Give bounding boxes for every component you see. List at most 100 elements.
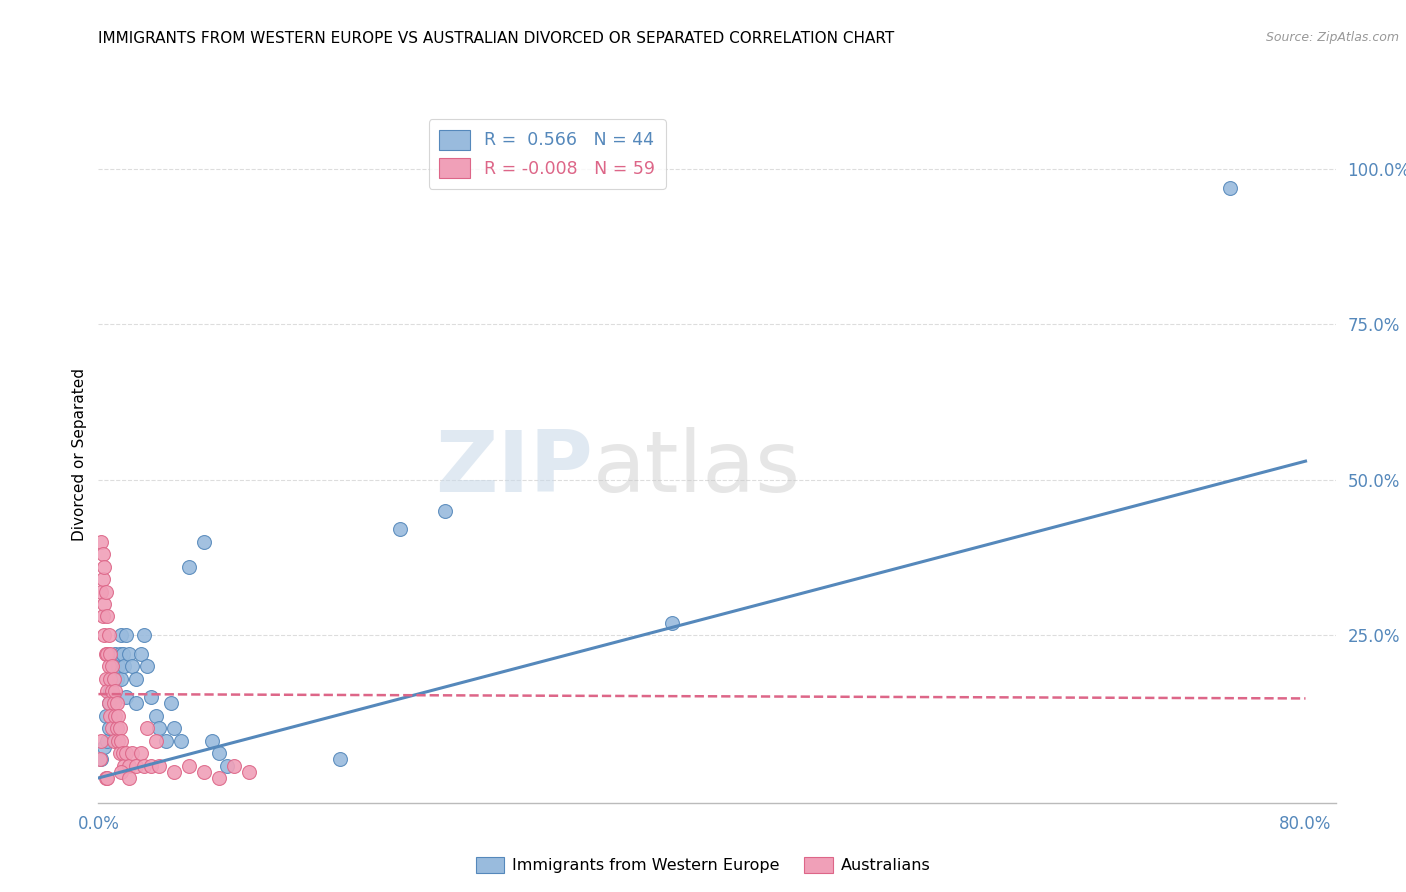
- Point: [224, 758, 246, 772]
- Point: [177, 758, 200, 772]
- Point: [103, 733, 125, 747]
- Point: [98, 659, 121, 673]
- Point: [89, 752, 111, 766]
- Point: [96, 647, 118, 661]
- Point: [98, 721, 121, 735]
- Point: [208, 771, 231, 785]
- Text: IMMIGRANTS FROM WESTERN EUROPE VS AUSTRALIAN DIVORCED OR SEPARATED CORRELATION C: IMMIGRANTS FROM WESTERN EUROPE VS AUSTRA…: [98, 31, 894, 46]
- Point: [125, 672, 148, 686]
- Point: [163, 764, 186, 779]
- Point: [105, 672, 128, 686]
- Point: [170, 733, 193, 747]
- Point: [177, 559, 200, 574]
- Point: [107, 733, 129, 747]
- Point: [91, 547, 114, 561]
- Point: [1219, 181, 1241, 195]
- Point: [93, 559, 115, 574]
- Point: [108, 721, 131, 735]
- Point: [94, 771, 117, 785]
- Point: [111, 647, 134, 661]
- Point: [93, 597, 115, 611]
- Point: [132, 758, 155, 772]
- Point: [160, 697, 183, 711]
- Point: [101, 672, 124, 686]
- Point: [145, 708, 167, 723]
- Point: [104, 708, 127, 723]
- Point: [208, 746, 231, 760]
- Point: [238, 764, 260, 779]
- Point: [114, 690, 136, 705]
- Point: [125, 697, 148, 711]
- Point: [110, 628, 132, 642]
- Point: [110, 733, 132, 747]
- Point: [96, 771, 118, 785]
- Point: [96, 609, 118, 624]
- Point: [105, 721, 128, 735]
- Point: [129, 746, 152, 760]
- Point: [112, 758, 135, 772]
- Point: [132, 628, 155, 642]
- Point: [108, 647, 131, 661]
- Point: [103, 659, 125, 673]
- Point: [193, 764, 215, 779]
- Point: [110, 764, 132, 779]
- Point: [98, 697, 121, 711]
- Point: [104, 684, 127, 698]
- Point: [117, 758, 139, 772]
- Point: [141, 690, 163, 705]
- Point: [100, 647, 122, 661]
- Point: [114, 628, 136, 642]
- Point: [98, 628, 121, 642]
- Point: [94, 647, 117, 661]
- Point: [94, 584, 117, 599]
- Point: [148, 758, 170, 772]
- Point: [100, 684, 122, 698]
- Point: [90, 733, 112, 747]
- Point: [135, 659, 157, 673]
- Point: [103, 672, 125, 686]
- Point: [389, 523, 412, 537]
- Point: [141, 758, 163, 772]
- Point: [200, 733, 222, 747]
- Point: [103, 690, 125, 705]
- Point: [148, 721, 170, 735]
- Point: [100, 708, 122, 723]
- Point: [117, 647, 139, 661]
- Legend: R =  0.566   N = 44, R = -0.008   N = 59: R = 0.566 N = 44, R = -0.008 N = 59: [429, 120, 666, 189]
- Point: [155, 733, 177, 747]
- Point: [94, 708, 117, 723]
- Point: [105, 697, 128, 711]
- Text: Source: ZipAtlas.com: Source: ZipAtlas.com: [1265, 31, 1399, 45]
- Point: [125, 758, 148, 772]
- Point: [117, 771, 139, 785]
- Point: [114, 746, 136, 760]
- Point: [121, 746, 143, 760]
- Point: [107, 659, 129, 673]
- Point: [329, 752, 352, 766]
- Point: [661, 615, 683, 630]
- Point: [101, 684, 124, 698]
- Point: [104, 647, 127, 661]
- Point: [111, 746, 134, 760]
- Text: atlas: atlas: [593, 427, 801, 510]
- Point: [107, 708, 129, 723]
- Point: [434, 504, 457, 518]
- Point: [108, 746, 131, 760]
- Point: [91, 609, 114, 624]
- Point: [101, 659, 124, 673]
- Point: [121, 659, 143, 673]
- Point: [96, 684, 118, 698]
- Point: [98, 697, 121, 711]
- Point: [163, 721, 186, 735]
- Point: [135, 721, 157, 735]
- Point: [93, 628, 115, 642]
- Point: [101, 721, 124, 735]
- Point: [129, 647, 152, 661]
- Point: [100, 672, 122, 686]
- Point: [193, 534, 215, 549]
- Point: [103, 697, 125, 711]
- Point: [112, 659, 135, 673]
- Text: ZIP: ZIP: [436, 427, 593, 510]
- Point: [145, 733, 167, 747]
- Point: [215, 758, 238, 772]
